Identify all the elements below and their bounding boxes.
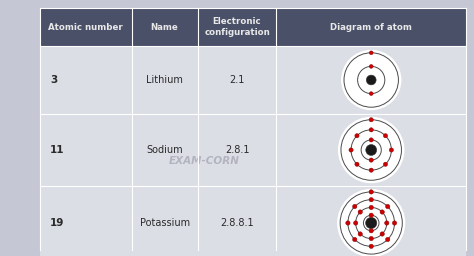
Circle shape bbox=[369, 168, 374, 172]
Bar bbox=[276, 186, 466, 256]
Circle shape bbox=[369, 205, 374, 210]
Bar bbox=[198, 46, 276, 114]
Text: Lithium: Lithium bbox=[146, 75, 183, 85]
Circle shape bbox=[385, 237, 390, 242]
Circle shape bbox=[338, 117, 404, 183]
Text: Potassium: Potassium bbox=[139, 218, 190, 228]
Circle shape bbox=[366, 145, 377, 155]
Text: 19: 19 bbox=[50, 218, 64, 228]
Circle shape bbox=[353, 237, 357, 242]
Text: 3: 3 bbox=[50, 75, 57, 85]
Circle shape bbox=[389, 148, 393, 152]
Circle shape bbox=[369, 51, 373, 55]
Text: 2.8.1: 2.8.1 bbox=[225, 145, 249, 155]
Circle shape bbox=[358, 232, 363, 236]
Circle shape bbox=[384, 221, 389, 225]
Bar bbox=[40, 46, 132, 114]
Circle shape bbox=[369, 229, 374, 233]
Circle shape bbox=[354, 221, 358, 225]
Text: EXAM-CORN: EXAM-CORN bbox=[169, 156, 239, 166]
Text: 11: 11 bbox=[50, 145, 64, 155]
Text: Electronic
configuration: Electronic configuration bbox=[204, 17, 270, 37]
Circle shape bbox=[369, 92, 373, 95]
Bar bbox=[132, 114, 198, 186]
Circle shape bbox=[355, 162, 359, 166]
Circle shape bbox=[366, 75, 376, 85]
Circle shape bbox=[369, 138, 374, 142]
Circle shape bbox=[380, 232, 384, 236]
Circle shape bbox=[383, 162, 388, 166]
Text: Atomic number: Atomic number bbox=[48, 23, 123, 31]
Circle shape bbox=[346, 221, 350, 225]
Bar bbox=[198, 186, 276, 256]
Text: Name: Name bbox=[151, 23, 179, 31]
Text: 2.1: 2.1 bbox=[229, 75, 245, 85]
Circle shape bbox=[365, 217, 377, 229]
Bar bbox=[132, 46, 198, 114]
Circle shape bbox=[337, 189, 405, 256]
Text: 2.8.8.1: 2.8.8.1 bbox=[220, 218, 254, 228]
Bar bbox=[132, 186, 198, 256]
Circle shape bbox=[358, 210, 363, 214]
Circle shape bbox=[369, 213, 374, 217]
Circle shape bbox=[369, 128, 374, 132]
Bar bbox=[40, 186, 132, 256]
Circle shape bbox=[369, 198, 374, 202]
Circle shape bbox=[385, 204, 390, 209]
Bar bbox=[276, 46, 466, 114]
Circle shape bbox=[369, 158, 374, 162]
Circle shape bbox=[353, 204, 357, 209]
Circle shape bbox=[341, 50, 401, 110]
Circle shape bbox=[369, 65, 373, 68]
Circle shape bbox=[392, 221, 397, 225]
Circle shape bbox=[369, 236, 374, 241]
Bar bbox=[198, 114, 276, 186]
Circle shape bbox=[369, 118, 374, 122]
Bar bbox=[40, 8, 466, 46]
Circle shape bbox=[380, 210, 384, 214]
Bar bbox=[276, 114, 466, 186]
Circle shape bbox=[349, 148, 353, 152]
Circle shape bbox=[369, 190, 374, 194]
Text: Diagram of atom: Diagram of atom bbox=[330, 23, 412, 31]
Circle shape bbox=[355, 134, 359, 138]
Circle shape bbox=[369, 244, 374, 249]
Bar bbox=[40, 114, 132, 186]
Circle shape bbox=[383, 134, 388, 138]
Text: Sodium: Sodium bbox=[146, 145, 183, 155]
